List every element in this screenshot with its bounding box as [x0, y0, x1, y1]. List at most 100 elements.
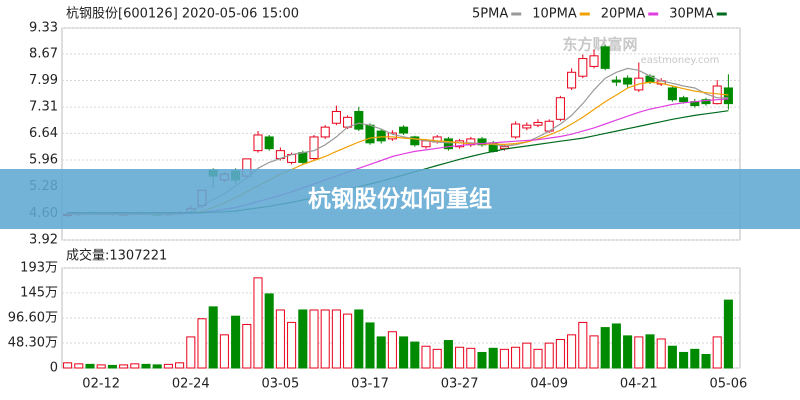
- volume-bar: [656, 338, 666, 369]
- legend-label: 30PMA: [669, 7, 714, 22]
- price-frame: [61, 27, 741, 241]
- legend-label: 20PMA: [601, 7, 646, 22]
- candle-body: [723, 87, 733, 105]
- banner-title: 杭钢股份如何重组: [308, 186, 492, 213]
- candle-body: [533, 121, 543, 126]
- y-tick-label: 7.31: [29, 100, 58, 115]
- candle-body: [264, 136, 274, 150]
- candle-body: [567, 71, 577, 89]
- candle-body: [455, 140, 465, 148]
- candle-body: [399, 126, 409, 134]
- watermark-name: 东方财富网: [562, 36, 637, 54]
- legend-label: 10PMA: [532, 7, 577, 22]
- volume-bar: [331, 309, 341, 369]
- volume-bar: [231, 315, 241, 369]
- candle-body: [365, 124, 375, 144]
- volume-bar: [186, 336, 196, 369]
- volume-bar: [589, 335, 599, 369]
- volume-bar: [690, 348, 700, 369]
- legend-label: 5PMA: [472, 7, 508, 22]
- y-tick-label: 7.99: [29, 73, 58, 88]
- volume-bar: [298, 309, 308, 369]
- banner: [0, 169, 800, 229]
- candle-body: [589, 55, 599, 67]
- candle-body: [477, 138, 487, 146]
- chart-title: 杭钢股份[600126] 2020-05-06 15:00: [66, 7, 299, 22]
- volume-bar: [488, 347, 498, 369]
- y-tick-label: 193万: [20, 261, 58, 276]
- y-tick-label: 8.67: [29, 46, 58, 61]
- volume-bar: [85, 363, 95, 369]
- volume-bar: [175, 362, 185, 369]
- volume-bar: [242, 323, 252, 369]
- candle-body: [410, 136, 420, 146]
- candle-body: [309, 136, 319, 159]
- volume-bar: [163, 363, 173, 369]
- volume-bar: [107, 364, 117, 369]
- volume-bar: [320, 309, 330, 369]
- x-tick-label: 03-05: [262, 377, 300, 392]
- candle-body: [623, 77, 633, 85]
- y-tick-label: 3.92: [29, 233, 58, 248]
- volume-bar: [634, 336, 644, 369]
- volume-bar: [74, 363, 84, 369]
- volume-bar: [679, 351, 689, 369]
- volume-bar: [667, 345, 677, 369]
- volume-bar: [387, 331, 397, 369]
- volume-bar: [208, 306, 218, 369]
- volume-bar: [253, 277, 263, 369]
- volume-bar: [701, 354, 711, 369]
- volume-bar: [309, 309, 319, 369]
- volume-bar: [477, 351, 487, 369]
- candle-body: [522, 124, 532, 129]
- volume-bar: [152, 364, 162, 369]
- watermark-url: eastmoney.com: [641, 55, 720, 66]
- candle-body: [679, 97, 689, 103]
- candle-body: [578, 58, 588, 77]
- y-tick-label: 96.60万: [8, 310, 58, 325]
- volume-bar: [645, 334, 655, 369]
- x-tick-label: 02-12: [82, 377, 120, 392]
- candle-body: [555, 97, 565, 120]
- volume-bar: [264, 293, 274, 369]
- y-tick-label: 9.33: [29, 21, 58, 36]
- candle-body: [354, 110, 364, 130]
- candle-body: [712, 85, 722, 105]
- x-tick-label: 04-09: [530, 377, 568, 392]
- volume-bar: [443, 340, 453, 369]
- volume-bar: [555, 339, 565, 369]
- x-tick-label: 05-06: [710, 377, 748, 392]
- candle-body: [376, 130, 386, 142]
- volume-bar: [119, 364, 129, 369]
- volume-bar: [96, 364, 106, 369]
- volume-bar: [567, 334, 577, 369]
- volume-bar: [141, 363, 151, 369]
- volume-bar: [365, 322, 375, 369]
- volume-bar: [197, 318, 207, 369]
- volume-bar: [275, 309, 285, 369]
- candle-body: [600, 46, 610, 69]
- volume-bar: [723, 299, 733, 369]
- volume-bar: [343, 313, 353, 369]
- volume-bar: [432, 348, 442, 369]
- y-tick-label: 6.64: [29, 126, 58, 141]
- volume-bar: [287, 321, 297, 369]
- volume-bar: [455, 346, 465, 369]
- volume-bar: [578, 321, 588, 369]
- volume-bar: [376, 336, 386, 369]
- volume-bar: [712, 336, 722, 369]
- candle-body: [611, 79, 621, 83]
- candle-body: [667, 87, 677, 101]
- y-tick-label: 145万: [20, 285, 58, 300]
- candle-body: [387, 132, 397, 140]
- candle-body: [701, 99, 711, 105]
- volume-bar: [410, 341, 420, 369]
- volume-bar: [63, 362, 73, 369]
- volume-bar: [354, 309, 364, 369]
- volume-bar: [499, 348, 509, 369]
- x-tick-label: 04-21: [620, 377, 658, 392]
- candle-body: [298, 152, 308, 163]
- candle-body: [320, 126, 330, 138]
